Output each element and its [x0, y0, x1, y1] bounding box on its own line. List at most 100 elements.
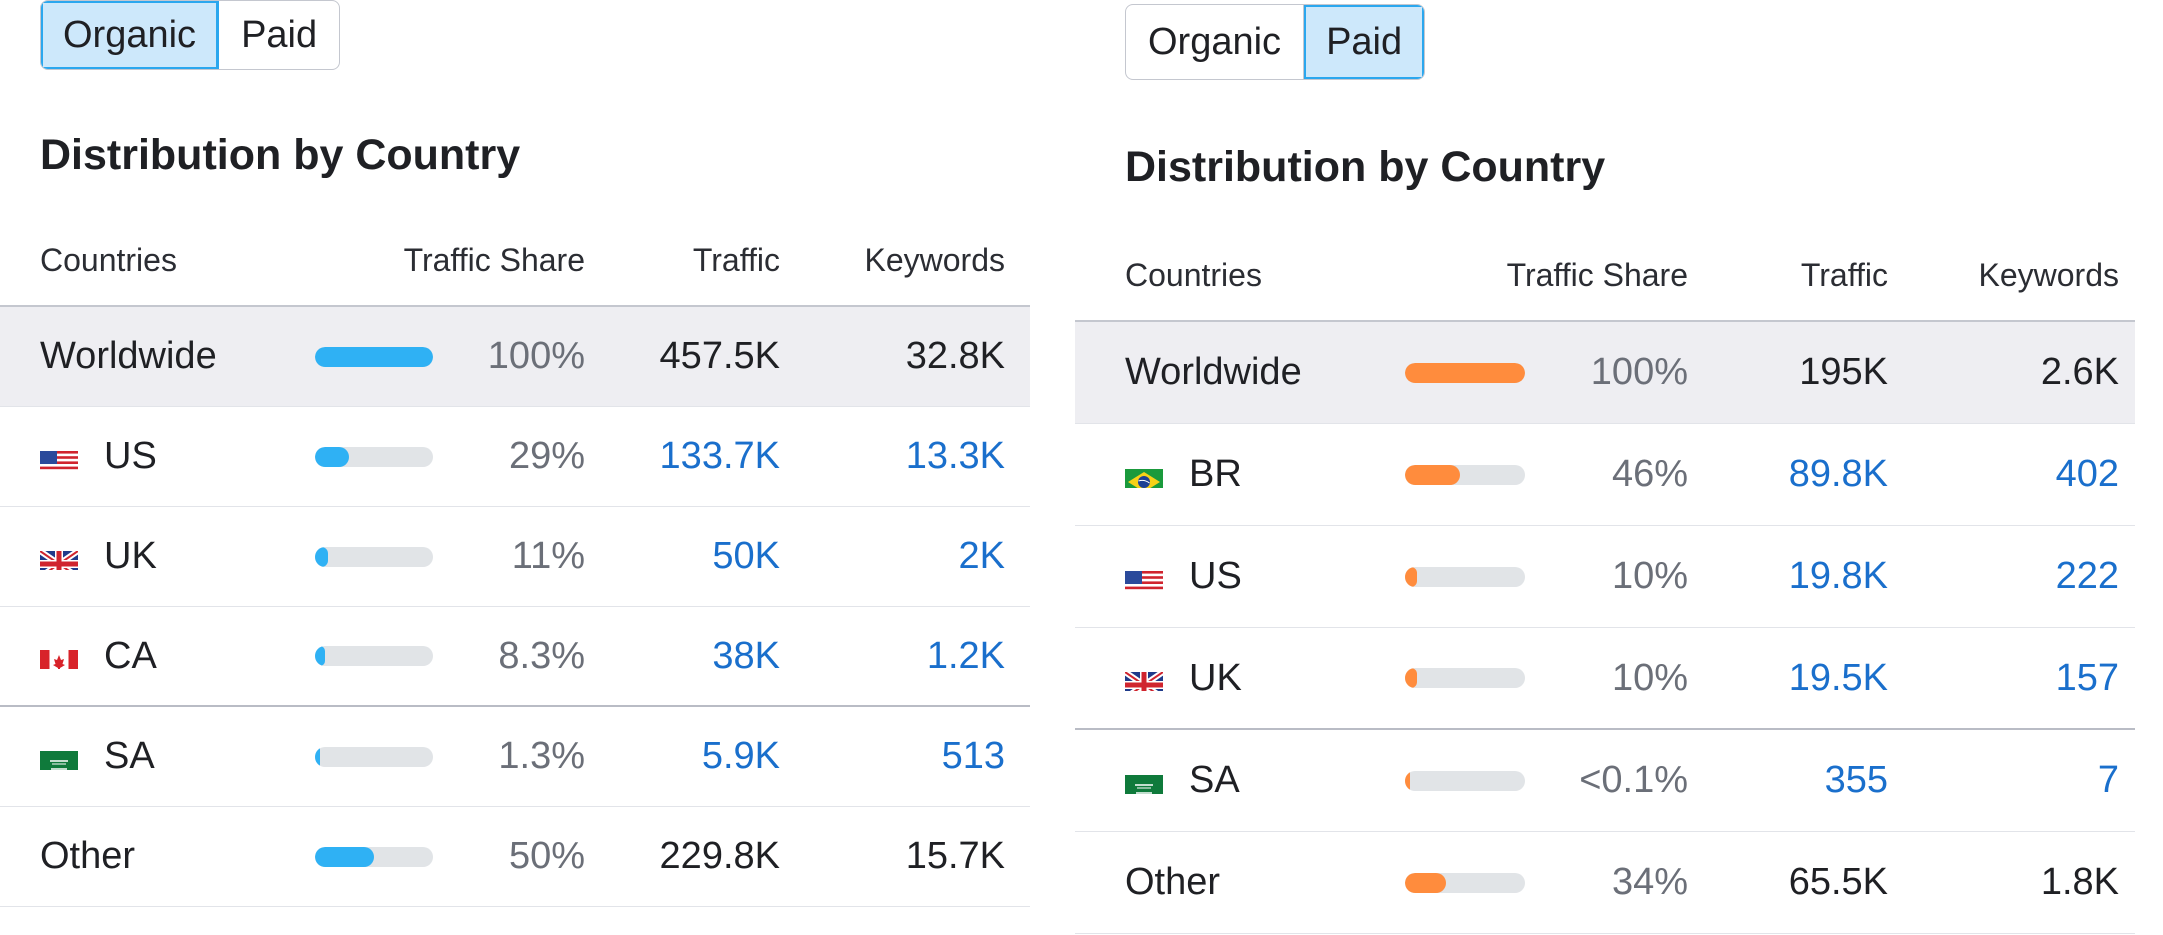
traffic-link[interactable]: 19.8K [1788, 555, 1888, 597]
keywords-value: 2.6K [2040, 351, 2119, 393]
header-keywords[interactable]: Keywords [1978, 256, 2120, 293]
traffic-share-bar [315, 646, 433, 666]
keywords-link[interactable]: 1.2K [926, 634, 1005, 677]
table-row-us: US 10% 19.8K 222 [1075, 526, 2135, 628]
table-row-uk: UK 11% 50K 2K [0, 507, 1030, 607]
traffic-value: 195K [1799, 351, 1888, 393]
header-countries[interactable]: Countries [40, 241, 177, 278]
traffic-share-bar [315, 446, 433, 467]
country-label: US [1189, 555, 1242, 597]
traffic-share-bar [315, 746, 433, 767]
traffic-share-bar [1405, 770, 1525, 791]
traffic-share-fill [1405, 464, 1461, 485]
country-label: Other [40, 835, 136, 877]
traffic-link[interactable]: 89.8K [1788, 453, 1888, 495]
header-traffic[interactable]: Traffic [1800, 256, 1888, 293]
keywords-value: 1.8K [2040, 861, 2119, 903]
keywords-link[interactable]: 222 [2055, 555, 2119, 597]
traffic-share-value: 8.3% [498, 634, 585, 677]
traffic-link[interactable]: 5.9K [701, 735, 780, 777]
table-row-other: Other 50% 229.8K 15.7K [0, 807, 1030, 907]
traffic-share-fill [1405, 566, 1417, 587]
keywords-value: 32.8K [905, 335, 1005, 377]
country-label: Worldwide [40, 335, 217, 377]
table-row-uk: UK 10% 19.5K 157 [1075, 628, 2135, 730]
organic-paid-toggle: Organic Paid [1125, 4, 1426, 80]
sa-flag-icon [1125, 768, 1163, 794]
table-row-sa: SA <0.1% 355 7 [1075, 730, 2135, 832]
uk-flag-icon [40, 544, 78, 570]
organic-toggle-button[interactable]: Organic [1148, 20, 1282, 63]
us-flag-icon [1125, 564, 1163, 590]
country-label: Other [1125, 861, 1221, 903]
table-row-sa: SA 1.3% 5.9K 513 [0, 707, 1030, 807]
traffic-share-bar [1405, 464, 1525, 485]
country-label: SA [1189, 759, 1240, 801]
traffic-share-value: 34% [1611, 861, 1688, 903]
country-label: BR [1189, 453, 1242, 495]
traffic-share-bar [315, 546, 433, 567]
traffic-share-fill [1405, 770, 1410, 791]
table-header: Countries Traffic Share Traffic Keywords [0, 215, 1030, 307]
traffic-link[interactable]: 38K [712, 634, 780, 677]
traffic-share-bar [1405, 872, 1525, 893]
traffic-share-value: 50% [508, 835, 585, 877]
traffic-value: 457.5K [659, 335, 780, 377]
keywords-link[interactable]: 2K [958, 535, 1005, 577]
country-label: UK [104, 535, 157, 577]
table-row-br: BR 46% 89.8K 402 [1075, 424, 2135, 526]
paid-toggle-button[interactable]: Paid [1303, 5, 1425, 79]
table-row-worldwide: Worldwide 100% 195K 2.6K [1075, 322, 2135, 424]
header-keywords[interactable]: Keywords [864, 241, 1006, 278]
keywords-value: 15.7K [905, 835, 1005, 877]
traffic-share-bar [315, 346, 433, 367]
us-flag-icon [40, 444, 78, 470]
country-table: Countries Traffic Share Traffic Keywords… [1075, 230, 2135, 934]
traffic-share-fill [315, 446, 350, 467]
traffic-share-value: 46% [1611, 453, 1688, 495]
paid-toggle-button[interactable]: Paid [218, 1, 339, 69]
table-row-ca: CA 8.3% 38K 1.2K [0, 607, 1030, 707]
traffic-link[interactable]: 355 [1824, 759, 1888, 801]
traffic-link[interactable]: 50K [712, 535, 780, 577]
table-header: Countries Traffic Share Traffic Keywords [1075, 230, 2135, 322]
keywords-link[interactable]: 402 [2055, 453, 2119, 495]
traffic-share-value: 10% [1611, 555, 1688, 597]
traffic-share-fill [1405, 362, 1525, 383]
traffic-link[interactable]: 133.7K [659, 435, 780, 477]
country-label: CA [104, 634, 157, 677]
header-traffic-share[interactable]: Traffic Share [1506, 256, 1688, 293]
country-label: UK [1189, 656, 1242, 699]
keywords-link[interactable]: 7 [2097, 759, 2119, 801]
traffic-share-fill [1405, 668, 1417, 688]
traffic-share-fill [315, 846, 374, 867]
table-row-us: US 29% 133.7K 13.3K [0, 407, 1030, 507]
traffic-share-value: <0.1% [1579, 759, 1688, 801]
traffic-share-fill [315, 646, 325, 666]
header-traffic[interactable]: Traffic [692, 241, 780, 278]
traffic-share-bar [1405, 566, 1525, 587]
traffic-share-value: 29% [508, 435, 585, 477]
traffic-value: 65.5K [1788, 861, 1888, 903]
header-countries[interactable]: Countries [1125, 256, 1262, 293]
keywords-link[interactable]: 157 [2055, 656, 2119, 699]
country-label: SA [104, 735, 155, 777]
table-row-worldwide: Worldwide 100% 457.5K 32.8K [0, 307, 1030, 407]
traffic-value: 229.8K [659, 835, 780, 877]
traffic-share-fill [315, 546, 328, 567]
ca-flag-icon [40, 643, 78, 669]
organic-toggle-button[interactable]: Organic [41, 1, 219, 69]
traffic-share-value: 100% [487, 335, 585, 377]
uk-flag-icon [1125, 665, 1163, 691]
keywords-link[interactable]: 13.3K [905, 435, 1005, 477]
traffic-share-bar [1405, 668, 1525, 688]
traffic-link[interactable]: 19.5K [1788, 656, 1888, 699]
traffic-share-value: 10% [1611, 656, 1688, 699]
sa-flag-icon [40, 744, 78, 770]
country-table: Countries Traffic Share Traffic Keywords… [0, 215, 1030, 907]
traffic-share-value: 100% [1590, 351, 1688, 393]
header-traffic-share[interactable]: Traffic Share [403, 241, 585, 278]
keywords-link[interactable]: 513 [941, 735, 1005, 777]
organic-paid-toggle: Organic Paid [40, 0, 341, 70]
country-label: Worldwide [1125, 351, 1302, 393]
